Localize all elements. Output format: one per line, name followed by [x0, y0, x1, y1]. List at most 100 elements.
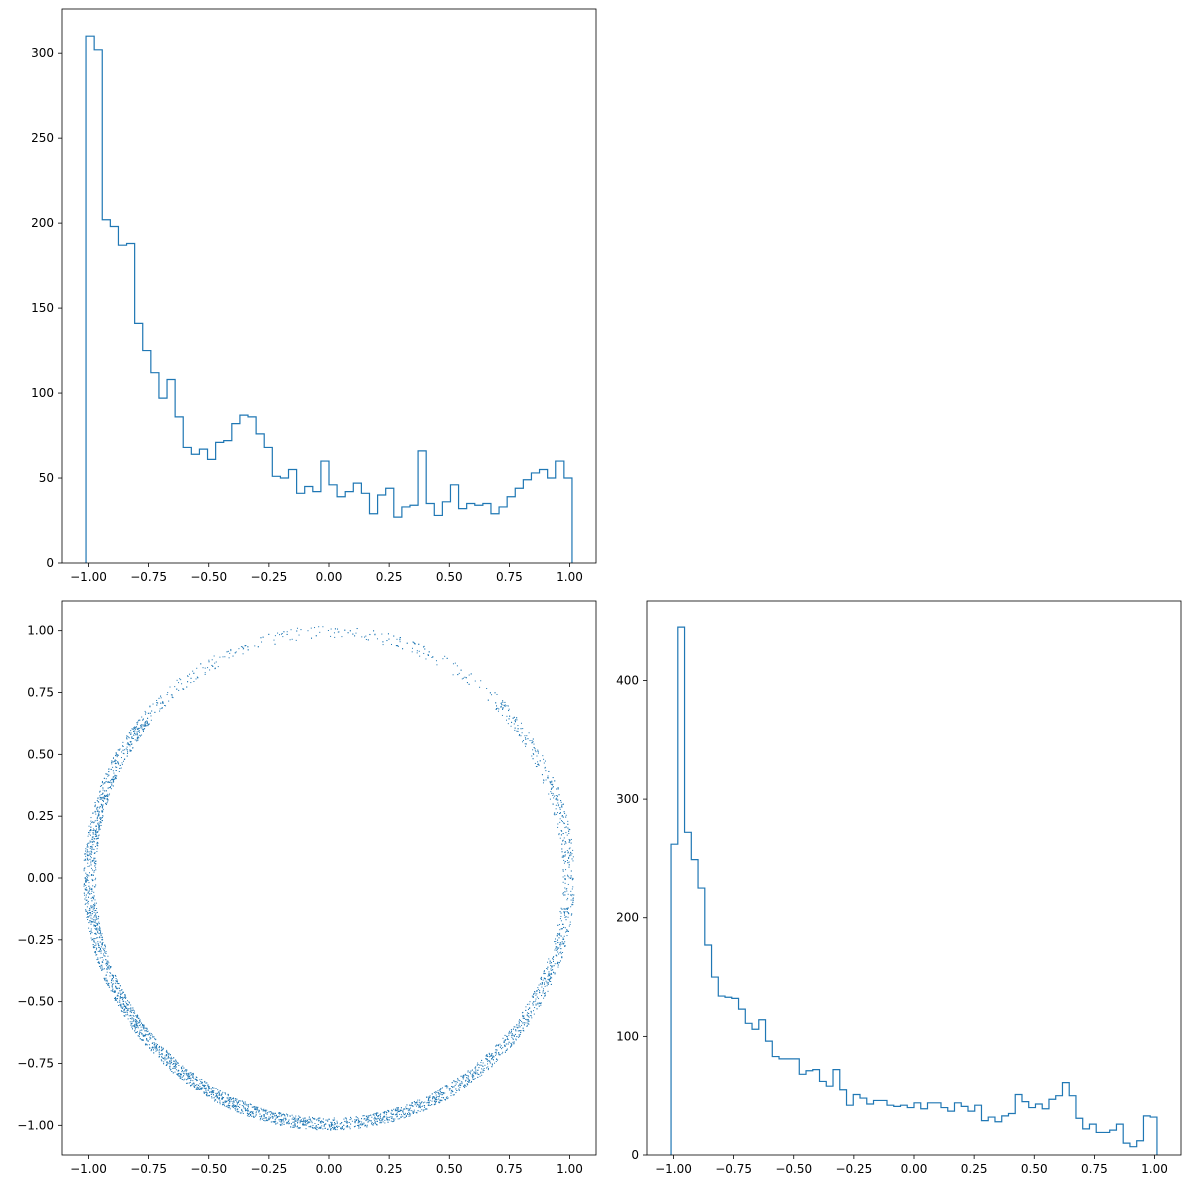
scatter-point: [552, 969, 554, 971]
scatter-point: [351, 1120, 353, 1122]
scatter-point: [330, 1124, 332, 1126]
scatter-point: [482, 1069, 484, 1071]
scatter-point: [283, 631, 285, 633]
scatter-point: [560, 920, 562, 922]
scatter-point: [528, 1016, 530, 1018]
scatter-point: [131, 728, 133, 730]
scatter-point: [219, 1100, 221, 1102]
scatter-point: [468, 1080, 470, 1082]
scatter-point: [93, 871, 95, 873]
scatter-point: [129, 750, 131, 752]
scatter-point: [93, 841, 95, 843]
scatter-point: [205, 1087, 207, 1089]
scatter-point: [560, 951, 562, 953]
scatter-point: [563, 935, 565, 937]
scatter-point: [441, 1094, 443, 1096]
scatter-point: [409, 1110, 411, 1112]
scatter-point: [98, 824, 100, 826]
scatter-point: [123, 1000, 125, 1002]
scatter-point: [393, 635, 395, 637]
scatter-point: [90, 864, 92, 866]
scatter-point: [553, 965, 555, 967]
scatter-point: [322, 1128, 324, 1130]
scatter-point: [115, 766, 117, 768]
scatter-point: [133, 728, 135, 729]
scatter-point: [161, 1053, 163, 1055]
scatter-point: [94, 820, 96, 822]
scatter-point: [101, 964, 103, 966]
scatter-point: [380, 1122, 382, 1124]
scatter-point: [412, 1112, 414, 1114]
scatter-point: [556, 798, 558, 800]
scatter-point: [523, 1024, 525, 1026]
scatter-point: [480, 680, 482, 682]
scatter-point: [532, 1002, 534, 1004]
scatter-point: [114, 990, 116, 992]
scatter-point: [89, 887, 91, 889]
scatter-point: [89, 840, 91, 842]
scatter-point: [133, 1015, 135, 1017]
scatter-point: [540, 977, 542, 979]
scatter-point: [142, 730, 144, 732]
scatter-point: [254, 1107, 256, 1109]
scatter-point: [98, 962, 100, 964]
scatter-point: [153, 1052, 155, 1054]
scatter-point: [136, 1015, 138, 1017]
scatter-point: [83, 892, 85, 894]
scatter-point: [533, 754, 535, 756]
scatter-point: [152, 1046, 154, 1048]
scatter-point: [495, 1049, 497, 1051]
scatter-point: [540, 978, 542, 980]
scatter-point: [253, 1116, 255, 1118]
scatter-point: [96, 800, 98, 801]
scatter-point: [523, 1017, 525, 1019]
scatter-point: [125, 748, 127, 750]
scatter-point: [382, 1121, 384, 1123]
scatter-point: [160, 1050, 162, 1052]
scatter-point: [427, 1099, 429, 1101]
scatter-point: [546, 981, 548, 983]
scatter-point: [466, 682, 468, 684]
scatter-point: [216, 1095, 218, 1097]
scatter-point: [534, 749, 536, 751]
scatter-point: [86, 906, 88, 908]
scatter-point: [93, 940, 95, 942]
scatter-point: [146, 1027, 148, 1029]
scatter-point: [145, 722, 147, 724]
scatter-point: [185, 1074, 187, 1076]
axes-frame: [61, 8, 597, 564]
scatter-point: [534, 991, 536, 993]
scatter-point: [530, 1012, 532, 1014]
scatter-point: [111, 974, 113, 976]
scatter-point: [208, 1087, 210, 1089]
scatter-point: [128, 1015, 130, 1017]
scatter-point: [509, 1032, 511, 1034]
scatter-point: [187, 1077, 189, 1079]
scatter-point: [254, 645, 256, 647]
scatter-point: [212, 1092, 214, 1094]
scatter-point: [118, 983, 120, 985]
scatter-point: [243, 1105, 245, 1107]
scatter-point: [506, 719, 508, 721]
scatter-point: [387, 1121, 389, 1123]
scatter-point: [99, 957, 101, 959]
scatter-point: [167, 1057, 169, 1059]
scatter-point: [390, 1116, 392, 1118]
scatter-point: [212, 1087, 214, 1089]
scatter-point: [96, 923, 98, 925]
scatter-point: [363, 1122, 365, 1124]
scatter-point: [424, 1101, 426, 1103]
scatter-point: [201, 1087, 203, 1089]
scatter-point: [283, 1123, 285, 1125]
scatter-point: [161, 707, 163, 709]
scatter-point: [562, 937, 564, 939]
scatter-point: [533, 743, 535, 745]
scatter-point: [150, 1037, 152, 1039]
scatter-point: [93, 859, 95, 861]
scatter-point: [230, 1100, 232, 1102]
scatter-point: [565, 842, 567, 844]
scatter-point: [434, 1103, 435, 1105]
scatter-point: [400, 1116, 402, 1118]
scatter-point: [97, 813, 99, 815]
scatter-point: [290, 1123, 292, 1125]
